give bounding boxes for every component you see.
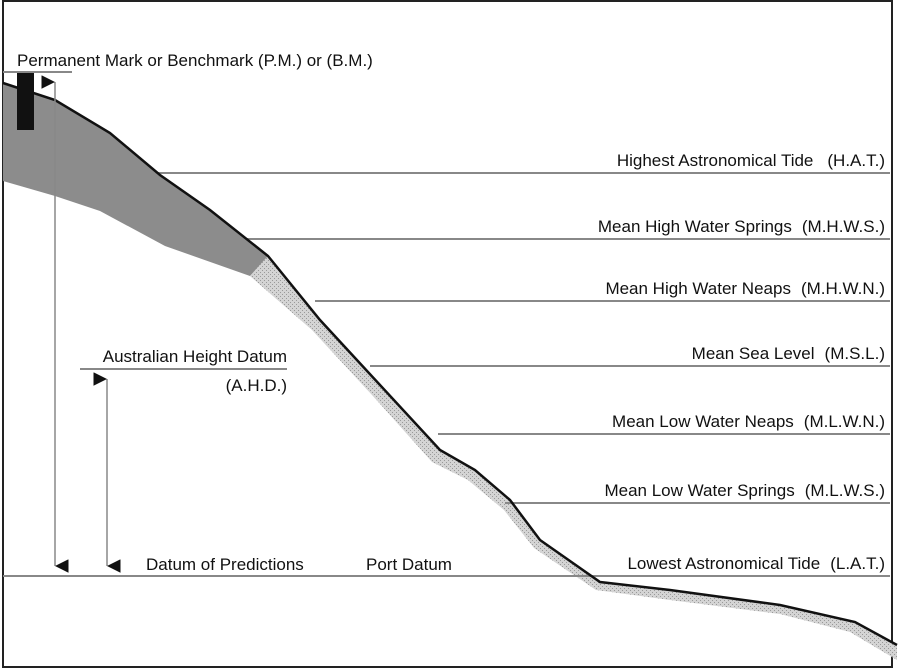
hat-name: Highest Astronomical Tide	[617, 151, 814, 170]
hat-abbr: (H.A.T.)	[827, 151, 885, 170]
mlws-abbr: (M.L.W.S.)	[805, 481, 885, 500]
port-datum-label: Port Datum	[366, 555, 452, 574]
mhws-label: Mean High Water Springs (M.H.W.S.)	[598, 217, 885, 236]
ahd-abbr-label: (A.H.D.)	[226, 376, 287, 395]
lat-name: Lowest Astronomical Tide	[627, 554, 820, 573]
mhws-name: Mean High Water Springs	[598, 217, 792, 236]
mlwn-label: Mean Low Water Neaps (M.L.W.N.)	[612, 412, 885, 431]
mhwn-name: Mean High Water Neaps	[605, 279, 791, 298]
mlws-name: Mean Low Water Springs	[604, 481, 794, 500]
mhwn-abbr: (M.H.W.N.)	[801, 279, 885, 298]
intertidal-band	[250, 256, 897, 660]
ground-profile	[2, 81, 898, 647]
msl-abbr: (M.S.L.)	[825, 344, 885, 363]
benchmark-label: Permanent Mark or Benchmark (P.M.) or (B…	[17, 51, 373, 70]
level-labels: Highest Astronomical Tide (H.A.T.) Mean H…	[598, 151, 885, 573]
lat-abbr: (L.A.T.)	[830, 554, 885, 573]
mlws-label: Mean Low Water Springs (M.L.W.S.)	[604, 481, 885, 500]
mhwn-label: Mean High Water Neaps (M.H.W.N.)	[605, 279, 885, 298]
mlwn-name: Mean Low Water Neaps	[612, 412, 794, 431]
mlwn-abbr: (M.L.W.N.)	[804, 412, 885, 431]
msl-label: Mean Sea Level (M.S.L.)	[692, 344, 885, 363]
mhws-abbr: (M.H.W.S.)	[802, 217, 885, 236]
benchmark-marker	[17, 73, 34, 130]
lat-label: Lowest Astronomical Tide (L.A.T.)	[627, 554, 885, 573]
upper-land-fill	[3, 83, 268, 276]
ahd-name-label: Australian Height Datum	[103, 347, 287, 366]
datum-of-predictions-label: Datum of Predictions	[146, 555, 304, 574]
level-lines	[3, 71, 890, 577]
msl-name: Mean Sea Level	[692, 344, 815, 363]
hat-label: Highest Astronomical Tide (H.A.T.)	[617, 151, 885, 170]
